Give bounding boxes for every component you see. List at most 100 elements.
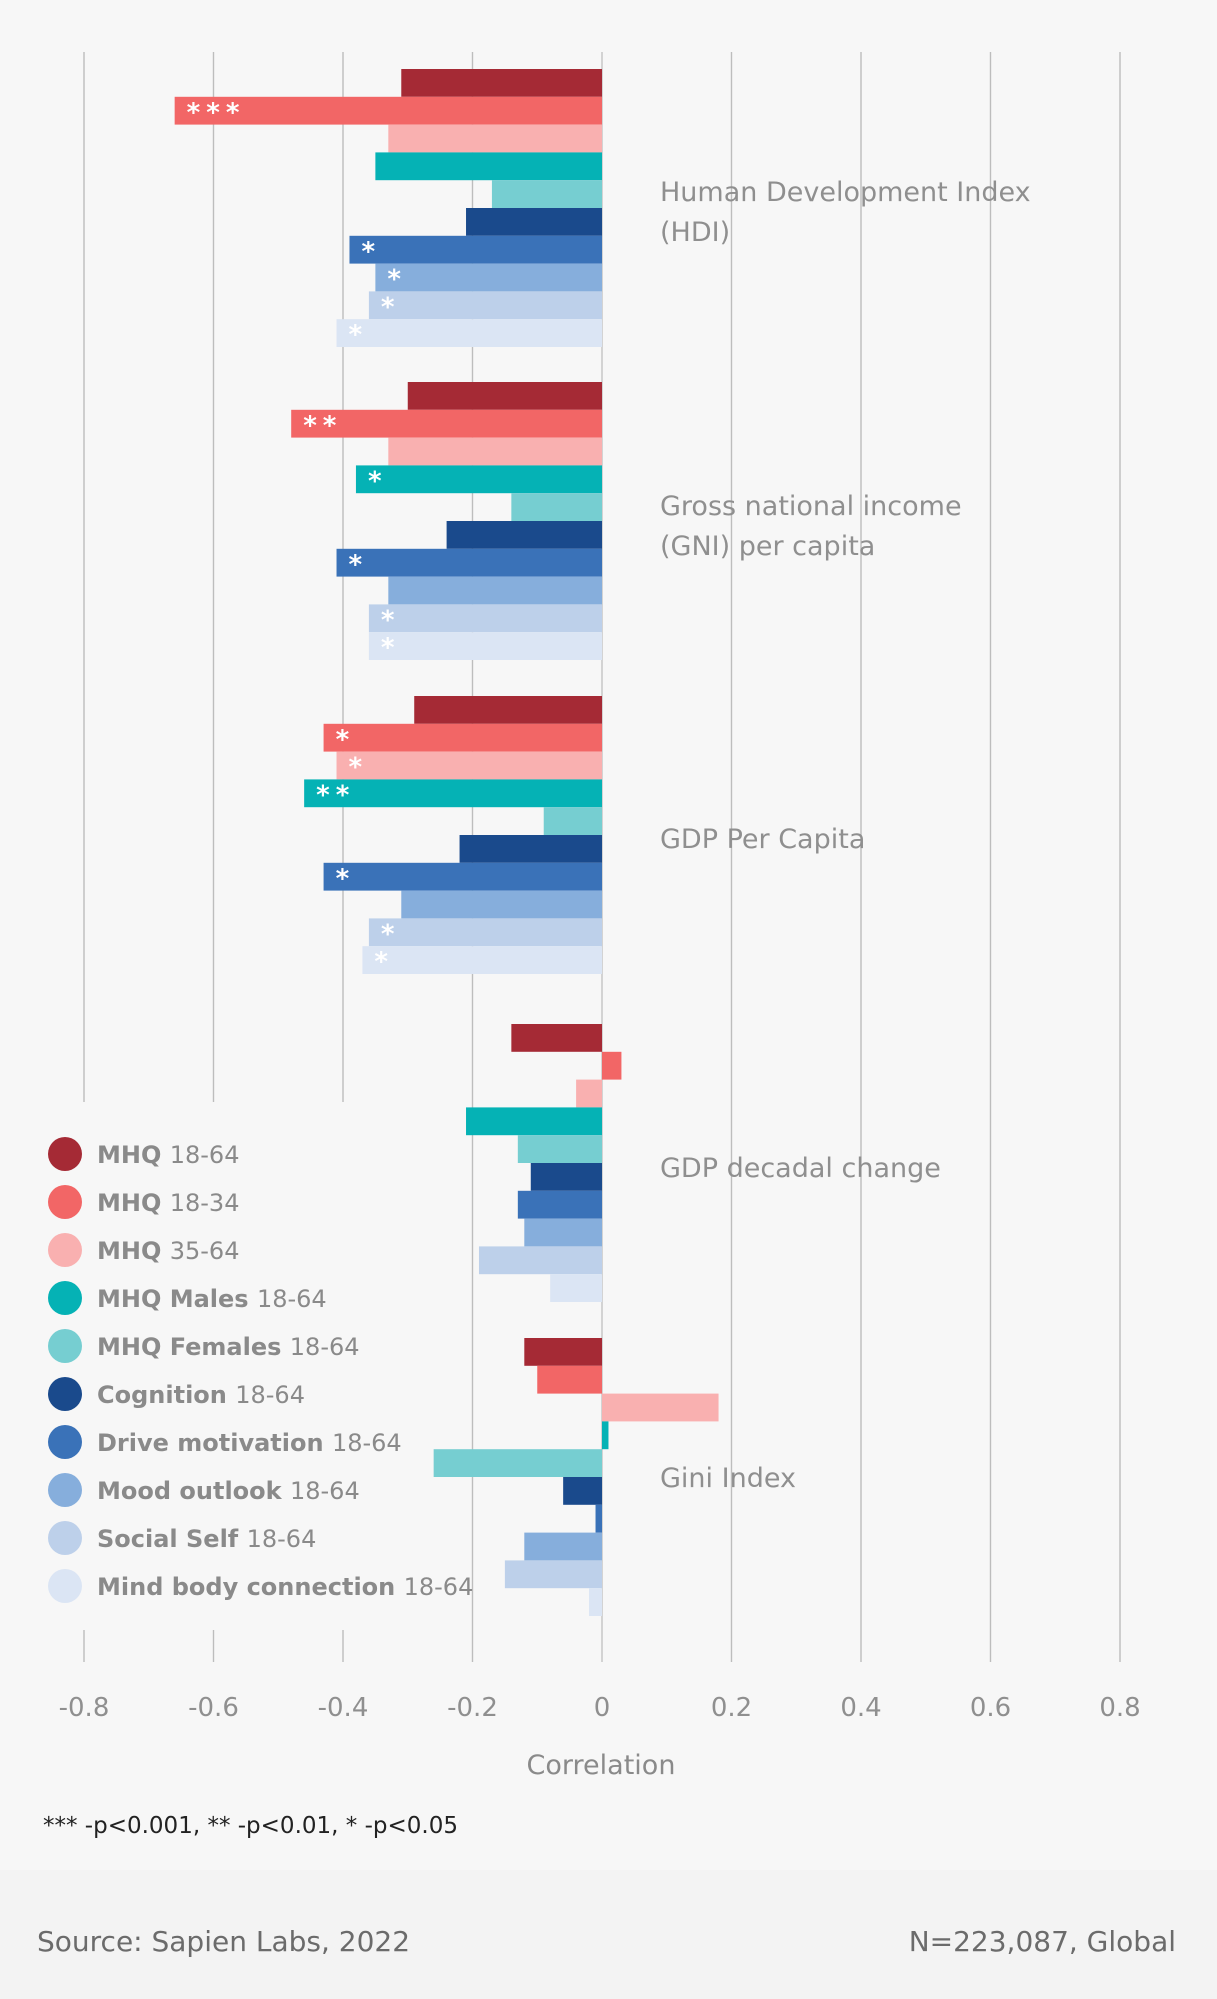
bar [543,807,602,835]
legend-swatch [48,1473,82,1507]
significance-marker: * [349,753,369,783]
category-labels: Human Development Index (HDI) Gross nation… [660,177,1031,1494]
bar [401,69,602,97]
legend-label: MHQ 18-64 [97,1141,239,1169]
bar [304,779,602,808]
legend-label: Mood outlook 18-64 [97,1477,360,1505]
bar [336,319,602,347]
bar [602,1051,622,1080]
legend-swatch [48,1233,82,1267]
bar [368,632,602,660]
x-tick-label: 0 [594,1693,611,1723]
bar [602,1393,719,1422]
bar [491,180,602,208]
significance-marker: * [381,919,401,949]
x-tick-label: 0.2 [711,1693,752,1723]
legend-label: MHQ 35-64 [97,1237,239,1265]
bar [388,124,602,153]
bar [550,1274,602,1302]
legend-swatch [48,1281,82,1315]
bar [537,1365,602,1394]
correlation-bar-chart: ******************** Human Development I… [48,52,1141,1781]
bar [524,1532,602,1561]
x-tick-label: -0.2 [447,1693,498,1723]
bar [368,918,602,947]
bar [174,96,602,125]
bar [349,235,602,264]
bar [323,862,602,891]
bar [336,548,602,577]
sample-size-text: N=223,087, Global [908,1925,1176,1958]
x-axis-label: Correlation [527,1750,676,1781]
source-text: Source: Sapien Labs, 2022 [37,1925,411,1958]
significance-marker: *** [187,98,246,128]
legend-label: MHQ Males 18-64 [97,1285,327,1313]
significance-note: *** -p<0.001, ** -p<0.01, * -p<0.05 [43,1813,458,1839]
significance-marker: * [374,947,394,977]
category-label: Gross national income (GNI) per capita [660,491,962,562]
bar [362,946,602,974]
legend-swatch [48,1521,82,1555]
bar [524,1218,602,1247]
bar [407,382,602,410]
legend-swatch [48,1569,82,1603]
bar [401,890,602,919]
bar [517,1190,602,1219]
bars [174,69,719,1616]
bar [368,291,602,320]
bar [355,465,602,494]
x-tick-labels: -0.8 -0.6 -0.4 -0.2 0 0.2 0.4 0.6 0.8 [59,1693,1141,1723]
significance-marker: * [381,292,401,322]
bar [446,521,602,549]
bar [368,604,602,633]
significance-marker: * [381,605,401,635]
bar [530,1163,602,1191]
significance-marker: ** [316,780,355,810]
legend-swatch [48,1377,82,1411]
bar [511,1024,602,1052]
significance-markers: ******************** [187,98,407,977]
significance-marker: * [336,864,356,894]
bar [336,751,602,780]
legend-swatch [48,1185,82,1219]
bar [323,723,602,752]
bar [517,1135,602,1163]
bar [524,1338,602,1366]
x-tick-label: -0.6 [188,1693,239,1723]
x-tick-label: 0.6 [970,1693,1011,1723]
category-label: GDP decadal change [660,1153,941,1184]
legend-label: MHQ 18-34 [97,1189,239,1217]
significance-marker: * [368,466,388,496]
bar [459,835,602,863]
bar [504,1560,602,1589]
significance-marker: ** [303,411,342,441]
significance-marker: * [349,320,369,350]
bar [375,263,602,292]
legend: MHQ 18-64 MHQ 18-34 MHQ 35-64 MHQ Males 18-… [48,1137,473,1603]
bar [388,576,602,605]
legend-swatch [48,1329,82,1363]
significance-marker: * [361,237,381,267]
category-label: Gini Index [660,1463,796,1494]
bar [576,1079,602,1108]
bar [595,1504,602,1533]
category-label: Human Development Index (HDI) [660,177,1031,248]
legend-swatch [48,1137,82,1171]
legend-label: Social Self 18-64 [97,1525,316,1553]
category-label: GDP Per Capita [660,824,865,855]
bar [589,1588,602,1616]
bar [291,409,602,438]
bar [511,493,602,521]
legend-label: MHQ Females 18-64 [97,1333,360,1361]
bar [375,152,602,181]
x-tick-label: 0.4 [840,1693,881,1723]
bar [478,1246,602,1275]
bar [414,696,602,724]
x-tick-label: -0.8 [59,1693,110,1723]
x-tick-label: 0.8 [1099,1693,1140,1723]
bar [466,1107,602,1136]
legend-label: Mind body connection 18-64 [97,1573,473,1601]
significance-marker: * [387,265,407,295]
significance-marker: * [381,633,401,663]
legend-swatch [48,1425,82,1459]
